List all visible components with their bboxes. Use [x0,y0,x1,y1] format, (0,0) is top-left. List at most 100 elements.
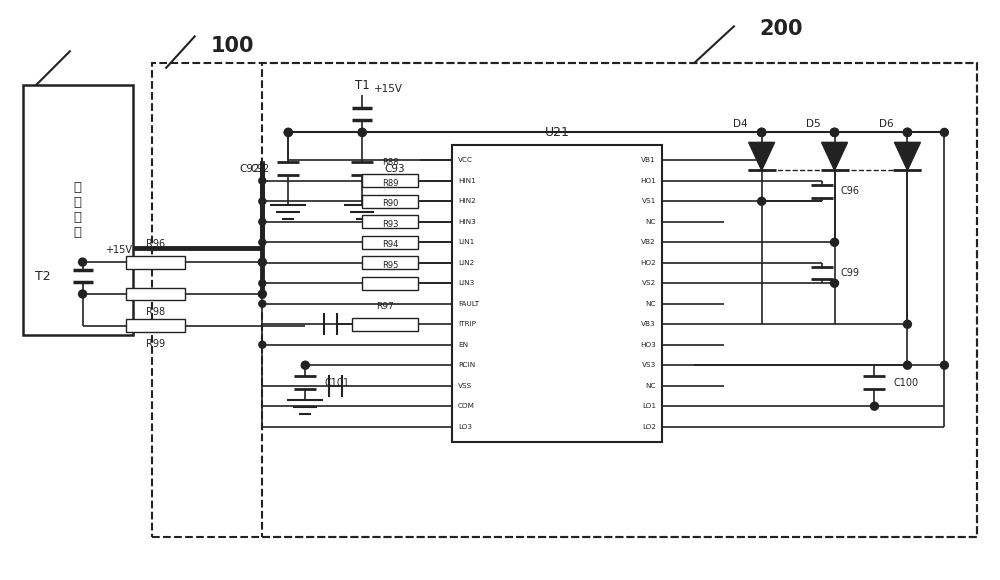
Circle shape [284,128,292,136]
Circle shape [358,128,366,136]
Circle shape [903,128,911,136]
FancyBboxPatch shape [126,256,185,269]
Circle shape [758,157,766,164]
Text: R88: R88 [382,158,398,168]
Circle shape [284,128,292,136]
Text: R99: R99 [146,339,165,349]
Circle shape [903,320,911,328]
Text: R96: R96 [146,238,165,249]
Text: LIN3: LIN3 [458,280,474,287]
Text: RCIN: RCIN [458,362,475,368]
Text: HIN2: HIN2 [458,198,476,204]
Circle shape [903,361,911,369]
Circle shape [259,177,266,184]
Text: HO2: HO2 [640,260,656,266]
Text: R97: R97 [376,302,394,311]
FancyBboxPatch shape [362,277,418,290]
Text: LO3: LO3 [458,423,472,430]
Text: HIN1: HIN1 [458,178,476,184]
Text: C93: C93 [384,164,405,174]
Circle shape [903,128,911,136]
Text: C99: C99 [841,268,860,278]
FancyBboxPatch shape [362,236,418,249]
Text: 200: 200 [760,19,803,39]
Bar [452,146,662,441]
Circle shape [259,239,266,246]
Text: NC: NC [645,301,656,307]
Circle shape [831,128,839,136]
Text: U21: U21 [544,126,569,139]
Text: R95: R95 [382,261,398,270]
Text: LO2: LO2 [642,423,656,430]
Text: LIN1: LIN1 [458,240,474,245]
Text: VSS: VSS [458,383,472,389]
Bar [262,63,977,538]
Polygon shape [894,142,920,171]
Text: VCC: VCC [458,157,473,164]
Text: VB1: VB1 [641,157,656,164]
Text: VS2: VS2 [642,280,656,287]
Circle shape [259,198,266,205]
FancyBboxPatch shape [126,320,185,332]
Circle shape [258,258,266,266]
FancyBboxPatch shape [362,256,418,269]
FancyBboxPatch shape [362,215,418,229]
Circle shape [758,197,766,205]
Text: R93: R93 [382,220,398,229]
Circle shape [940,361,948,369]
Text: C101: C101 [324,378,349,387]
Text: D5: D5 [806,119,821,129]
Text: C92: C92 [240,164,260,174]
Text: R89: R89 [382,179,398,188]
Circle shape [831,128,839,136]
Text: EN: EN [458,342,468,348]
Circle shape [259,280,266,287]
Circle shape [758,128,766,136]
Text: +15V: +15V [105,245,132,255]
Circle shape [79,290,87,298]
Circle shape [831,238,839,246]
Circle shape [259,300,266,307]
Circle shape [758,128,766,136]
Text: D6: D6 [879,119,893,129]
Bar [152,63,977,538]
FancyBboxPatch shape [362,175,418,187]
Circle shape [259,259,266,266]
Text: VB3: VB3 [641,321,656,327]
Text: T1: T1 [355,79,370,92]
Text: C100: C100 [893,378,919,387]
FancyBboxPatch shape [362,195,418,208]
Text: +15V: +15V [374,85,403,95]
Circle shape [259,218,266,225]
Text: HO1: HO1 [640,178,656,184]
Text: NC: NC [645,219,656,225]
FancyBboxPatch shape [126,288,185,300]
Circle shape [358,128,366,136]
Polygon shape [822,142,848,171]
Text: VS3: VS3 [642,362,656,368]
Text: ITRIP: ITRIP [458,321,476,327]
Text: R98: R98 [146,307,165,317]
Text: COM: COM [458,403,475,409]
Circle shape [940,128,948,136]
Text: NC: NC [645,383,656,389]
Circle shape [903,128,911,136]
Circle shape [301,361,309,369]
Text: R94: R94 [382,240,398,249]
Text: T2: T2 [35,270,51,282]
Polygon shape [749,142,775,171]
Text: VB2: VB2 [641,240,656,245]
Text: FAULT: FAULT [458,301,479,307]
Bar [23,85,133,335]
Text: HIN3: HIN3 [458,219,476,225]
Text: 100: 100 [210,35,254,56]
Text: HO3: HO3 [640,342,656,348]
Circle shape [302,362,309,369]
Circle shape [258,290,266,298]
Text: LIN2: LIN2 [458,260,474,266]
FancyBboxPatch shape [352,318,418,331]
Text: C92: C92 [250,164,269,174]
Circle shape [758,128,766,136]
Circle shape [870,402,878,410]
Text: 主
控
制
器: 主 控 制 器 [74,181,82,239]
